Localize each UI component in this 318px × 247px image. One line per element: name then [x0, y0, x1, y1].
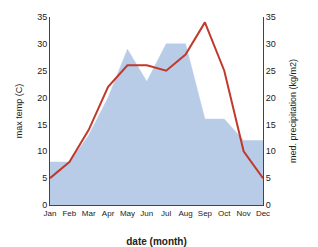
svg-text:Jul: Jul [161, 209, 171, 218]
svg-text:15: 15 [37, 120, 47, 130]
svg-text:0: 0 [266, 200, 271, 210]
svg-text:Feb: Feb [62, 209, 76, 218]
svg-text:0: 0 [42, 200, 47, 210]
svg-text:20: 20 [266, 93, 276, 103]
svg-text:5: 5 [266, 173, 271, 183]
svg-text:20: 20 [37, 93, 47, 103]
svg-text:Jun: Jun [140, 209, 153, 218]
svg-text:Dec: Dec [256, 209, 270, 218]
svg-text:35: 35 [37, 12, 47, 22]
svg-text:Sep: Sep [198, 209, 213, 218]
svg-text:25: 25 [266, 66, 276, 76]
svg-text:Jan: Jan [44, 209, 57, 218]
svg-text:5: 5 [42, 173, 47, 183]
svg-text:Aug: Aug [178, 209, 192, 218]
svg-text:30: 30 [37, 39, 47, 49]
svg-text:max temp (C): max temp (C) [14, 84, 24, 139]
svg-text:May: May [120, 209, 135, 218]
svg-text:Mar: Mar [82, 209, 96, 218]
svg-text:15: 15 [266, 120, 276, 130]
svg-text:10: 10 [266, 146, 276, 156]
svg-text:med. precipitation (kg/m2): med. precipitation (kg/m2) [288, 59, 298, 163]
svg-text:Nov: Nov [237, 209, 251, 218]
svg-text:30: 30 [266, 39, 276, 49]
svg-text:Apr: Apr [102, 209, 115, 218]
svg-text:Oct: Oct [218, 209, 231, 218]
svg-text:25: 25 [37, 66, 47, 76]
svg-text:date (month): date (month) [126, 236, 187, 247]
svg-text:10: 10 [37, 146, 47, 156]
svg-text:35: 35 [266, 12, 276, 22]
